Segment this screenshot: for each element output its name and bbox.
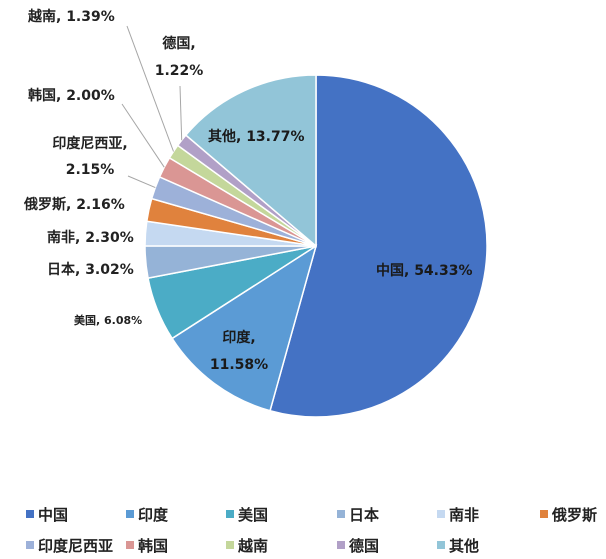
data-label-indonesia: 印度尼西亚, 2.15% <box>52 135 127 178</box>
legend-label-south-africa: 南非 <box>449 506 479 524</box>
data-label-korea: 韩国, 2.00% <box>28 87 115 104</box>
legend-label-korea: 韩国 <box>138 537 168 555</box>
data-label-germany: 德国, 1.22% <box>155 35 204 79</box>
legend-item-other: 其他 <box>437 537 479 555</box>
legend-swatch-indonesia <box>26 541 34 549</box>
data-labels: 中国, 54.33% 印度, 11.58% 美国, 6.08% 日本, 3.02%… <box>23 8 473 373</box>
pie-slice-other <box>184 74 317 248</box>
legend-label-china: 中国 <box>38 506 68 524</box>
legend-label-indonesia: 印度尼西亚 <box>38 537 113 555</box>
data-label-south-africa: 南非, 2.30% <box>47 229 134 246</box>
data-label-india: 印度, 11.58% <box>210 329 268 373</box>
legend-swatch-korea <box>126 541 134 549</box>
legend-label-india: 印度 <box>138 506 169 524</box>
legend-item-vietnam: 越南 <box>226 537 268 555</box>
data-label-russia: 俄罗斯, 2.16% <box>23 196 125 213</box>
leader-lines <box>121 25 183 189</box>
legend-label-vietnam: 越南 <box>237 537 268 555</box>
legend-item-russia: 俄罗斯 <box>540 506 597 524</box>
legend-swatch-south-africa <box>437 510 445 518</box>
leader-line-germany <box>179 85 183 141</box>
legend-swatch-vietnam <box>226 541 234 549</box>
legend-label-other: 其他 <box>449 537 479 555</box>
legend-swatch-china <box>26 510 34 518</box>
legend-item-korea: 韩国 <box>126 537 168 555</box>
data-label-china: 中国, 54.33% <box>376 262 473 279</box>
data-label-usa: 美国, 6.08% <box>74 313 142 327</box>
pie-slices <box>144 74 488 418</box>
legend-swatch-japan <box>337 510 345 518</box>
legend-item-germany: 德国 <box>337 537 379 555</box>
leader-line-indonesia <box>127 175 156 189</box>
legend-swatch-russia <box>540 510 548 518</box>
legend-swatch-other <box>437 541 445 549</box>
legend-item-japan: 日本 <box>337 506 379 524</box>
data-label-vietnam: 越南, 1.39% <box>27 8 115 25</box>
legend-label-russia: 俄罗斯 <box>551 506 597 524</box>
legend-item-indonesia: 印度尼西亚 <box>26 537 113 555</box>
legend-swatch-usa <box>226 510 234 518</box>
legend-item-china: 中国 <box>26 506 68 524</box>
leader-line-vietnam <box>126 25 174 152</box>
legend-label-usa: 美国 <box>238 506 268 524</box>
legend-item-south-africa: 南非 <box>437 506 479 524</box>
legend-label-germany: 德国 <box>349 537 379 555</box>
pie-slice-china <box>269 74 488 418</box>
legend-swatch-india <box>126 510 134 518</box>
legend-swatch-germany <box>337 541 345 549</box>
pie-slice-india <box>171 244 318 412</box>
data-label-japan: 日本, 3.02% <box>47 261 134 278</box>
legend-label-japan: 日本 <box>349 506 379 524</box>
leader-line-korea <box>121 103 165 168</box>
legend-item-india: 印度 <box>126 506 169 524</box>
data-label-other: 其他, 13.77% <box>208 128 305 145</box>
legend-item-usa: 美国 <box>226 506 268 524</box>
